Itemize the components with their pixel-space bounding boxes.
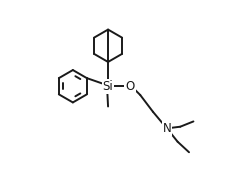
Text: O: O <box>125 80 135 93</box>
Text: N: N <box>163 122 171 135</box>
Text: Si: Si <box>103 80 114 93</box>
